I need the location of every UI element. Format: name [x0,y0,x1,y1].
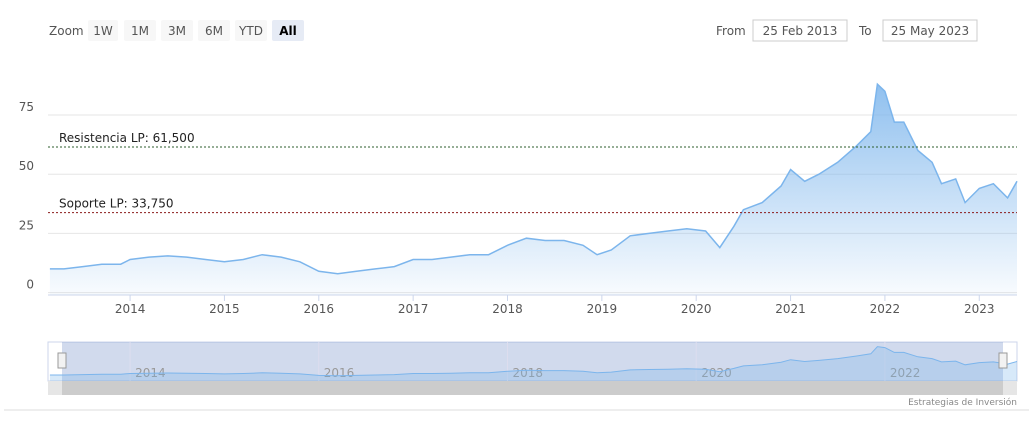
x-tick-label: 2022 [870,302,901,316]
scroll-left[interactable] [48,381,62,395]
scrollbar-thumb[interactable] [62,381,1003,395]
from-label: From [716,24,746,38]
x-tick-label: 2014 [115,302,146,316]
x-tick-label: 2018 [492,302,523,316]
to-label: To [858,24,872,38]
navigator-handle[interactable] [998,352,1008,369]
to-input[interactable] [882,19,978,42]
y-tick-label: 50 [19,159,34,173]
navigator-handle[interactable] [57,352,67,369]
range-button-label[interactable]: 1W [93,24,113,38]
y-tick-label: 25 [19,218,34,232]
plot-line-label: Resistencia LP: 61,500 [59,131,195,145]
area-line [49,82,1018,275]
range-button-label[interactable]: 6M [205,24,223,38]
to-value[interactable]: 25 May 2023 [891,24,969,38]
from-value[interactable]: 25 Feb 2013 [763,24,838,38]
x-tick-label: 2021 [775,302,806,316]
range-button[interactable] [198,20,230,41]
range-button-label[interactable]: YTD [238,24,263,38]
range-button-label[interactable]: All [279,24,297,38]
navigator-label: 2018 [512,366,543,380]
range-button[interactable] [272,20,304,41]
x-tick-label: 2015 [209,302,240,316]
scroll-right[interactable] [1003,381,1017,395]
credits: Estrategias de Inversión [908,397,1017,408]
y-tick-label: 0 [26,278,34,292]
zoom-label: Zoom [49,24,84,38]
navigator-line [49,346,1018,377]
navigator-label: 2022 [890,366,921,380]
x-tick-label: 2017 [398,302,429,316]
area-fill [49,84,1018,295]
navigator-label: 2016 [324,366,355,380]
range-button[interactable] [235,20,267,41]
x-tick-label: 2020 [681,302,712,316]
navigator-bg [47,341,1018,382]
range-button-label[interactable]: 1M [131,24,149,38]
range-button[interactable] [161,20,193,41]
range-button[interactable] [124,20,156,41]
x-tick-label: 2016 [304,302,335,316]
x-tick-label: 2023 [964,302,995,316]
navigator-mask [62,342,1003,381]
range-button-label[interactable]: 3M [168,24,186,38]
navigator-area [49,346,1018,381]
range-button[interactable] [88,20,118,41]
y-tick-label: 75 [19,100,34,114]
plot-line-label: Soporte LP: 33,750 [59,197,174,211]
from-input[interactable] [752,19,848,42]
x-tick-label: 2019 [587,302,618,316]
